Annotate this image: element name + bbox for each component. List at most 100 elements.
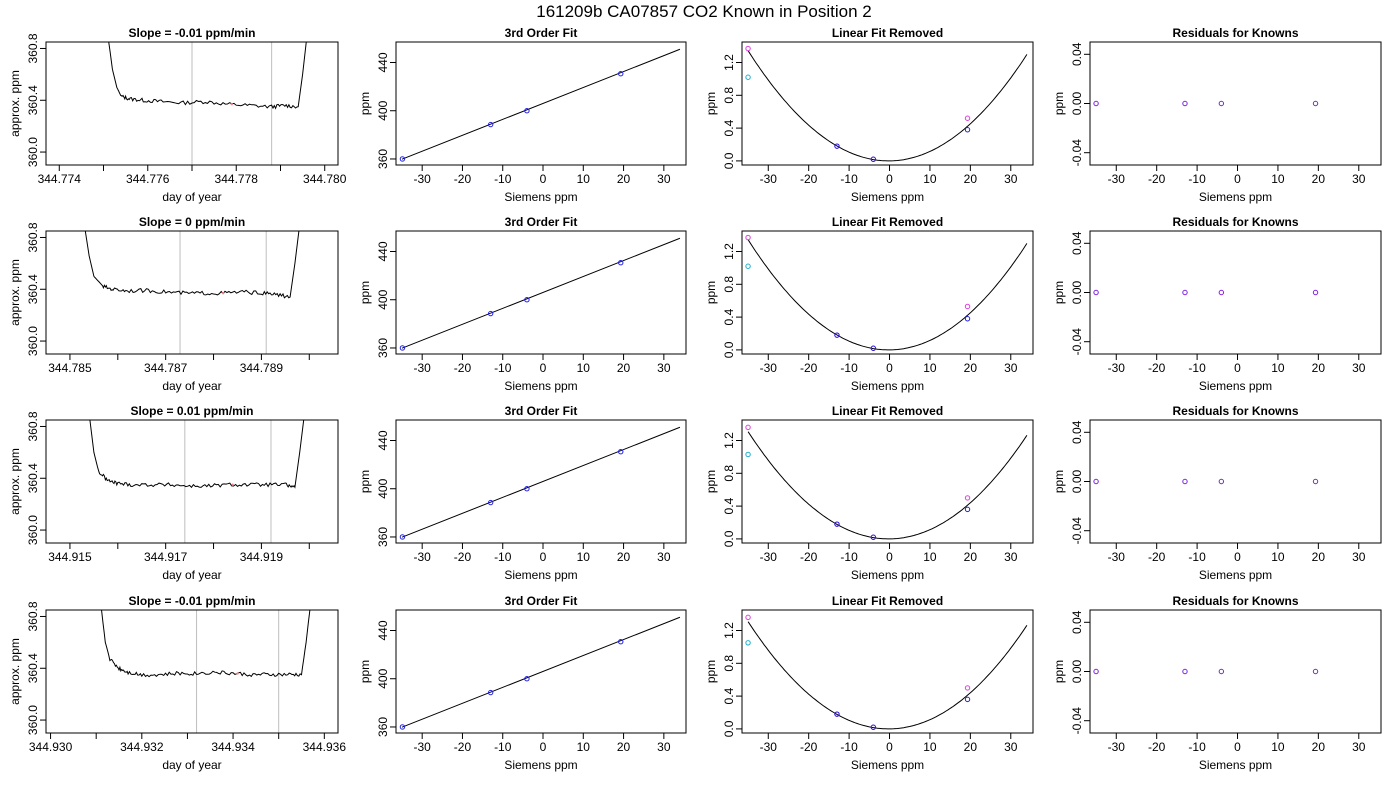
plot-area [745, 45, 1028, 162]
y-axis-label: approx. ppm [8, 638, 22, 705]
y-axis-label: approx. ppm [8, 448, 22, 515]
x-tick-label: 20 [964, 172, 978, 186]
data-point-blue [834, 332, 840, 338]
x-tick-label: 20 [964, 740, 978, 754]
fit-line [401, 616, 681, 728]
panels: Slope = -0.01 ppm/min 344.774 344.776 344.7… [8, 26, 1382, 772]
chart-panel-11: Linear Fit Removed -30 -20 -10 0 10 20 30 0.0 0.4… [704, 404, 1034, 582]
x-tick-label: -30 [1108, 361, 1126, 375]
y-tick-label: 0.8 [722, 655, 736, 672]
data-point [1093, 100, 1099, 107]
plot-frame [45, 41, 339, 166]
chart-panel-3: Linear Fit Removed -30 -20 -10 0 10 20 30 0.0 0.4… [704, 26, 1034, 204]
series-line [101, 610, 311, 678]
x-tick-label: -10 [840, 740, 858, 754]
data-point [1218, 100, 1225, 107]
x-tick-label: 20 [617, 361, 631, 375]
plot-frame [45, 609, 339, 734]
data-point-cyan [745, 451, 751, 458]
data-point-magenta [745, 234, 751, 241]
x-tick-label: -30 [1108, 172, 1126, 186]
x-axis-label: Siemens ppm [851, 758, 924, 772]
y-axis-label: ppm [358, 660, 372, 683]
plot-frame [395, 609, 687, 734]
data-point [1312, 478, 1319, 485]
chart-panel-15: Linear Fit Removed -30 -20 -10 0 10 20 30 0.0 0.4… [704, 594, 1034, 772]
x-tick-label: 30 [1352, 740, 1366, 754]
x-tick-label: 20 [617, 172, 631, 186]
y-tick-label: 440 [376, 52, 390, 72]
y-axis-label: ppm [358, 281, 372, 304]
plot-area [399, 616, 681, 730]
data-point [524, 486, 530, 492]
panel-title: Linear Fit Removed [832, 215, 943, 229]
y-tick-label: 360 [376, 717, 390, 737]
x-tick-label: -10 [840, 361, 858, 375]
x-tick-label: -20 [800, 550, 818, 564]
y-tick-label: 360.0 [26, 705, 40, 735]
y-tick-label: 1.2 [722, 243, 736, 260]
x-tick-label: 344.919 [240, 550, 284, 564]
data-point [618, 260, 624, 266]
plot-area [101, 610, 311, 733]
data-point [399, 534, 406, 540]
y-tick-label: 0.4 [722, 497, 736, 514]
chart-panel-6: 3rd Order Fit -30 -20 -10 0 10 20 30 360 400 440 Si… [358, 215, 687, 393]
x-axis-label: Siemens ppm [851, 190, 924, 204]
x-tick-label: 20 [1312, 740, 1326, 754]
plot-area [745, 234, 1028, 351]
y-axis-label: ppm [1052, 660, 1066, 683]
data-point-blue [964, 696, 971, 703]
x-tick-label: -10 [1188, 550, 1206, 564]
plot-frame [1089, 419, 1382, 544]
marker-point [236, 672, 239, 675]
data-point-magenta [745, 424, 751, 431]
x-tick-label: 20 [964, 361, 978, 375]
x-tick-label: 344.917 [144, 550, 188, 564]
chart-panel-7: Linear Fit Removed -30 -20 -10 0 10 20 30 0.0 0.4… [704, 215, 1034, 393]
data-point [524, 108, 530, 114]
data-point [1182, 100, 1188, 107]
x-axis-label: day of year [162, 758, 221, 772]
plot-area [399, 48, 681, 162]
x-tick-label: -10 [840, 550, 858, 564]
chart-panel-4: Residuals for Knowns -30 -20 -10 0 10 20 30 -0.0… [1052, 26, 1382, 204]
x-tick-label: 0 [540, 550, 547, 564]
x-tick-label: -10 [840, 172, 858, 186]
chart-panel-12: Residuals for Knowns -30 -20 -10 0 10 20 30 -0.0… [1052, 404, 1382, 582]
data-point-blue [834, 521, 840, 527]
y-tick-label: -0.04 [1070, 517, 1084, 545]
x-tick-label: -10 [1188, 172, 1206, 186]
x-tick-label: 344.787 [144, 361, 188, 375]
fit-curve [747, 239, 1028, 351]
y-tick-label: 0.00 [1070, 91, 1084, 115]
data-point-magenta [964, 685, 971, 691]
chart-panel-1: Slope = -0.01 ppm/min 344.774 344.776 344.7… [8, 26, 347, 204]
data-point [1218, 668, 1225, 675]
y-axis-label: ppm [1052, 92, 1066, 115]
x-tick-label: 30 [1352, 550, 1366, 564]
chart-panel-16: Residuals for Knowns -30 -20 -10 0 10 20 30 -0.0… [1052, 594, 1382, 772]
y-tick-label: 0.8 [722, 276, 736, 293]
marker-point [230, 102, 234, 106]
y-tick-label: 360.8 [26, 601, 40, 631]
y-tick-label: 440 [376, 430, 390, 450]
data-point [618, 449, 624, 455]
x-tick-label: -20 [1148, 550, 1166, 564]
x-tick-label: 10 [577, 361, 591, 375]
y-tick-label: 0.00 [1070, 659, 1084, 683]
data-point-blue [964, 127, 971, 133]
x-tick-label: 10 [577, 550, 591, 564]
chart-panel-10: 3rd Order Fit -30 -20 -10 0 10 20 30 360 400 440 Si… [358, 404, 687, 582]
x-tick-label: 0 [886, 172, 893, 186]
data-point [618, 71, 624, 77]
panel-title: 3rd Order Fit [505, 404, 578, 418]
data-point-magenta [964, 495, 971, 501]
marker-point [221, 291, 225, 295]
y-tick-label: 360.8 [26, 222, 40, 252]
plot-area [1093, 478, 1319, 485]
x-tick-label: 344.774 [38, 172, 82, 186]
x-tick-label: 344.930 [29, 740, 73, 754]
x-tick-label: -20 [454, 740, 472, 754]
fit-curve [747, 621, 1028, 730]
